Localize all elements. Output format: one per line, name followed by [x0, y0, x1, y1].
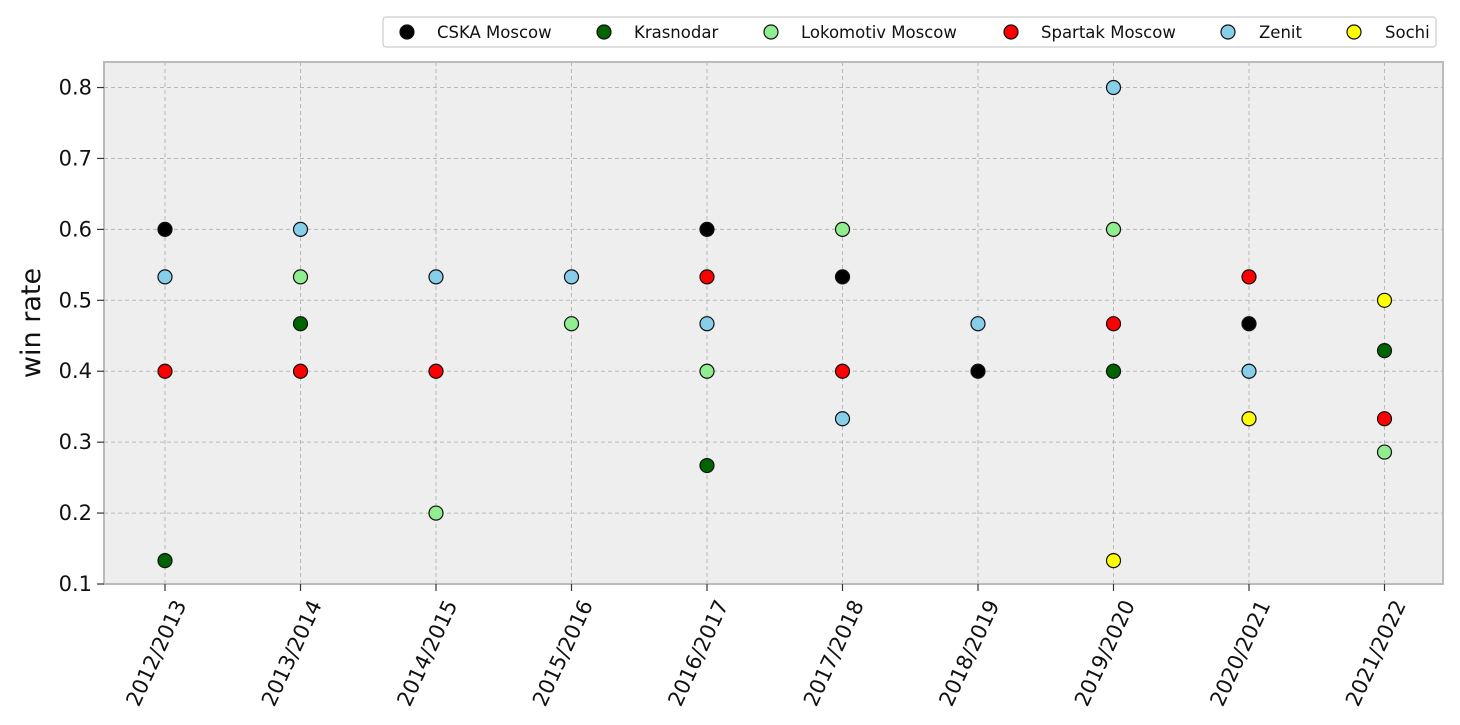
point-lokomotiv-moscow [834, 221, 851, 237]
point-lokomotiv-moscow [1105, 221, 1122, 237]
x-tick-label: 2019/2020 [1070, 596, 1140, 709]
legend: CSKA Moscow Krasnodar Lokomotiv Moscow Spar… [382, 16, 1437, 48]
x-tick-label: 2018/2019 [934, 596, 1004, 709]
legend-marker [1003, 24, 1019, 40]
plot-background [103, 61, 1444, 585]
point-zenit [292, 221, 309, 237]
legend-label: CSKA Moscow [437, 23, 552, 42]
x-tick-label: 2013/2014 [257, 596, 327, 709]
legend-marker [763, 24, 779, 40]
legend-label: Krasnodar [634, 23, 718, 42]
point-cska-moscow [157, 221, 173, 237]
y-tick-label: 0.8 [59, 76, 92, 100]
point-krasnodar [1376, 343, 1393, 359]
point-zenit [834, 411, 851, 427]
point-lokomotiv-moscow [428, 505, 444, 521]
point-zenit [1105, 79, 1122, 96]
x-tick-label: 2021/2022 [1341, 596, 1411, 709]
y-axis: 0.1 0.2 0.3 0.4 0.5 0.6 0.7 0.8 [59, 76, 104, 596]
point-sochi [1241, 411, 1257, 427]
point-cska-moscow [970, 363, 986, 379]
legend-marker [1220, 24, 1236, 40]
legend-label: Sochi [1385, 23, 1430, 42]
point-sochi [1105, 552, 1122, 569]
y-tick-label: 0.6 [59, 217, 92, 241]
legend-marker [399, 24, 415, 40]
point-lokomotiv-moscow [292, 269, 309, 285]
point-cska-moscow [1241, 316, 1257, 332]
x-tick-label: 2015/2016 [528, 596, 598, 709]
legend-marker [1346, 24, 1362, 40]
y-tick-label: 0.2 [59, 501, 92, 525]
point-sochi [1376, 292, 1393, 308]
data-points [157, 79, 1393, 569]
legend-label: Spartak Moscow [1041, 23, 1176, 42]
legend-label: Lokomotiv Moscow [801, 23, 957, 42]
legend-marker [596, 24, 612, 40]
y-tick-label: 0.3 [59, 430, 92, 454]
point-krasnodar [699, 457, 715, 474]
x-tick-label: 2020/2021 [1205, 596, 1275, 709]
point-zenit [563, 269, 580, 285]
legend-label: Zenit [1259, 23, 1302, 42]
point-spartak-moscow [699, 269, 715, 285]
point-zenit [1241, 363, 1257, 379]
x-axis: 2012/2013 2013/2014 2014/2015 2015/2016 2016… [121, 584, 1411, 710]
point-cska-moscow [699, 221, 715, 237]
point-krasnodar [157, 552, 173, 569]
point-zenit [970, 316, 986, 332]
point-lokomotiv-moscow [699, 363, 715, 379]
point-cska-moscow [834, 269, 851, 285]
point-spartak-moscow [157, 363, 173, 379]
point-krasnodar [1105, 363, 1122, 379]
point-lokomotiv-moscow [563, 316, 580, 332]
x-tick-label: 2014/2015 [392, 596, 462, 709]
y-tick-label: 0.5 [59, 288, 92, 312]
x-tick-label: 2012/2013 [121, 596, 191, 709]
point-lokomotiv-moscow [1376, 444, 1393, 460]
point-spartak-moscow [1376, 411, 1393, 427]
point-spartak-moscow [834, 363, 851, 379]
y-tick-label: 0.1 [59, 572, 92, 596]
point-spartak-moscow [428, 363, 444, 379]
point-krasnodar [292, 316, 309, 332]
point-spartak-moscow [292, 363, 309, 379]
x-tick-label: 2017/2018 [799, 596, 869, 709]
y-axis-title: win rate [16, 268, 47, 378]
point-zenit [157, 269, 173, 285]
x-tick-label: 2016/2017 [663, 596, 733, 709]
y-tick-label: 0.4 [59, 359, 92, 383]
point-zenit [699, 316, 715, 332]
point-spartak-moscow [1241, 269, 1257, 285]
y-tick-label: 0.7 [59, 146, 92, 170]
legend-box [382, 16, 1437, 48]
point-zenit [428, 269, 444, 285]
point-spartak-moscow [1105, 316, 1122, 332]
